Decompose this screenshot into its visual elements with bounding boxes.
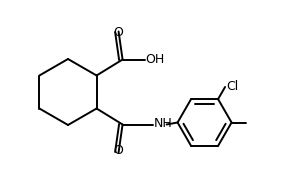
Text: NH: NH xyxy=(154,117,172,130)
Text: O: O xyxy=(114,26,124,40)
Text: OH: OH xyxy=(146,53,165,66)
Text: Cl: Cl xyxy=(226,80,238,94)
Text: O: O xyxy=(114,145,124,157)
